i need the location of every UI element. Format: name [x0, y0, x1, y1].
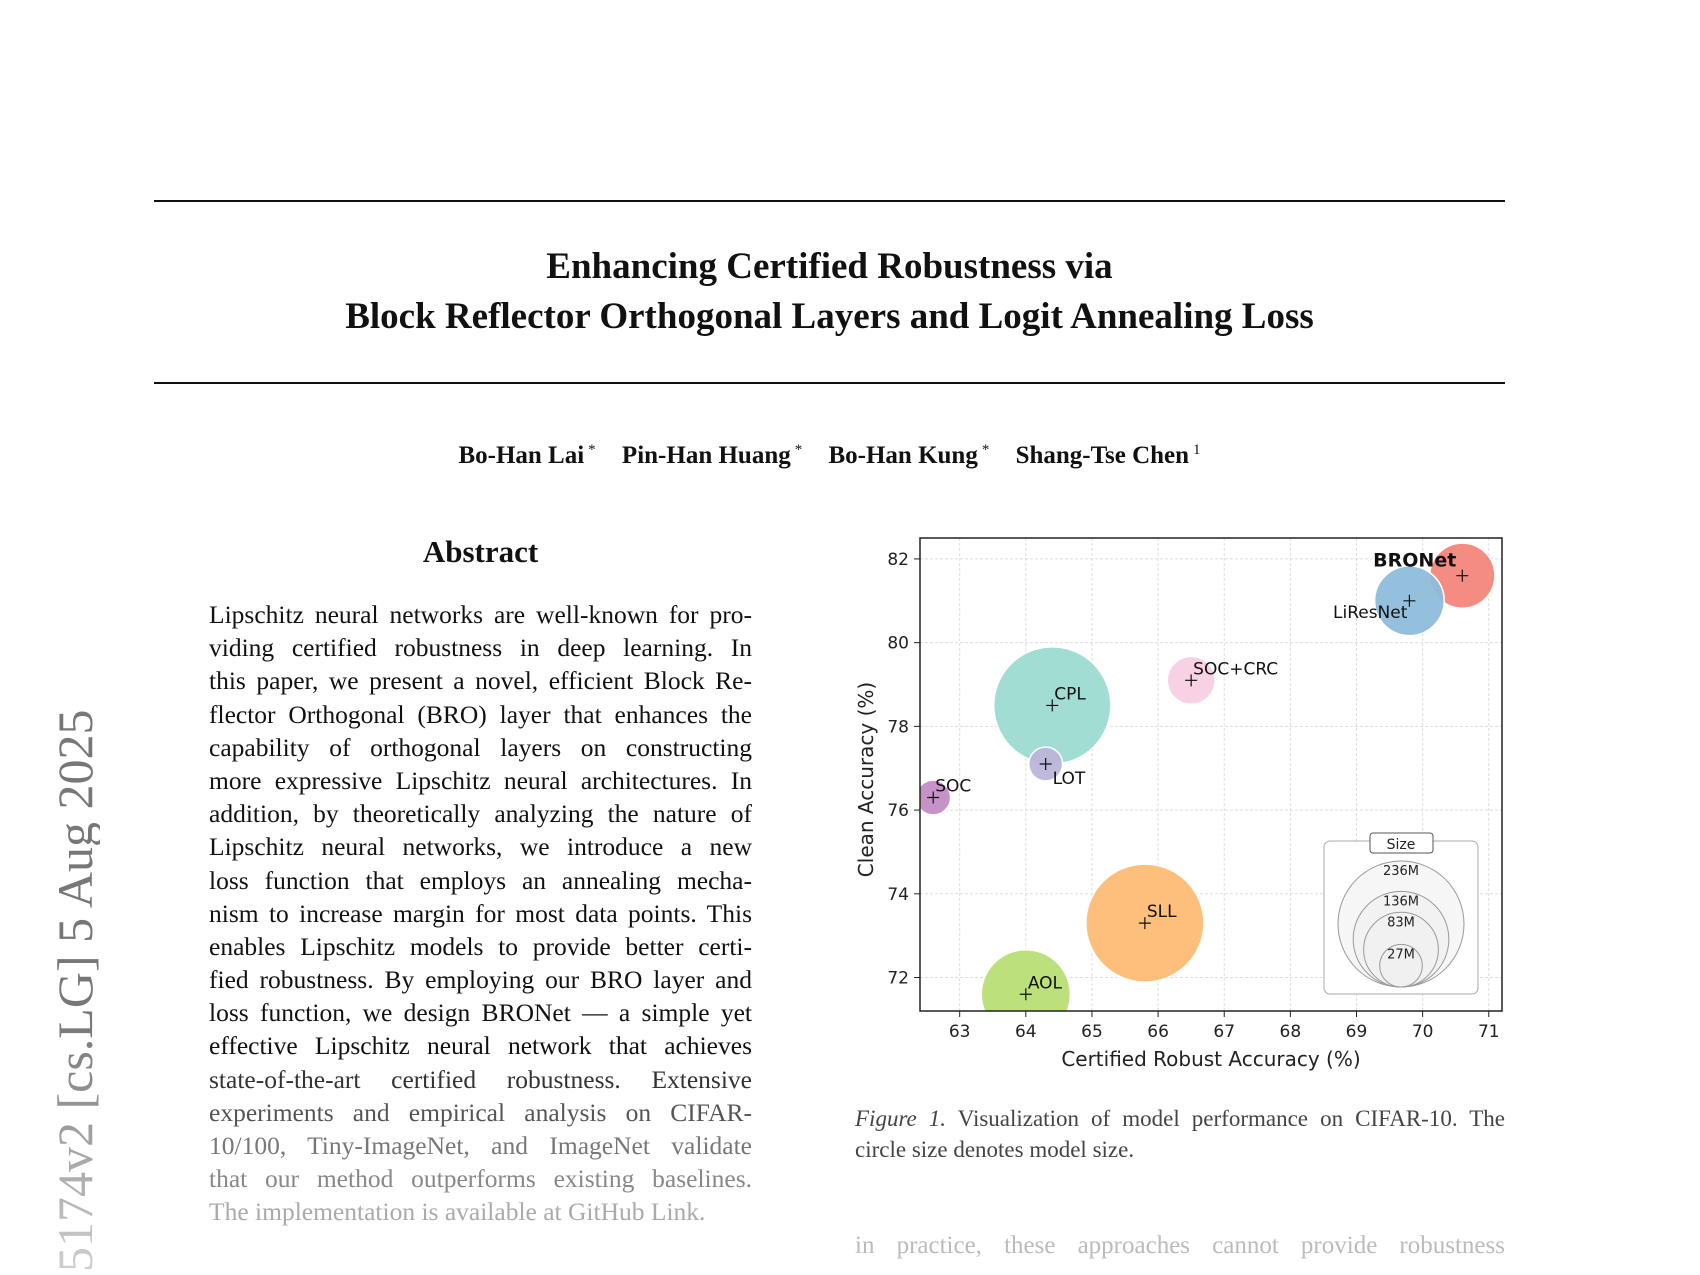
y-tick-label: 78 — [887, 717, 909, 737]
y-tick-label: 74 — [887, 885, 909, 905]
abstract-line: 10/100, Tiny-ImageNet, and ImageNet vali… — [209, 1131, 752, 1160]
y-tick-label: 82 — [887, 550, 909, 570]
point-marker — [1039, 758, 1052, 771]
top-rule — [154, 200, 1505, 202]
x-axis-label: Certified Robust Accuracy (%) — [1061, 1047, 1360, 1071]
point-label: LOT — [1053, 769, 1086, 789]
x-tick-label: 64 — [1015, 1022, 1037, 1042]
point-marker — [1403, 594, 1416, 607]
caption-label: Figure 1. — [855, 1106, 947, 1131]
abstract-line: viding certified robustness in deep lear… — [209, 633, 752, 663]
x-tick-label: 69 — [1346, 1022, 1368, 1042]
figure-caption: Figure 1. Visualization of model perform… — [855, 1103, 1505, 1165]
author-name: Pin-Han Huang — [621, 442, 791, 470]
title-line-2: Block Reflector Orthogonal Layers and Lo… — [345, 296, 1314, 337]
size-legend-title: Size — [1387, 837, 1416, 853]
abstract-line: enables Lipschitz models to provide bett… — [209, 931, 752, 961]
plot-frame — [919, 537, 1503, 1012]
size-legend-label: 27M — [1387, 947, 1415, 962]
affiliation-mark: * — [794, 442, 803, 458]
caption-text: Visualization of model performance on CI… — [855, 1106, 1505, 1162]
abstract-line: capability of orthogonal layers on const… — [209, 732, 752, 762]
point-label: AOL — [1028, 973, 1063, 993]
abstract-body: Lipschitz neural networks are well-known… — [209, 598, 752, 1229]
paper-title: Enhancing Certified Robustness via Block… — [154, 242, 1505, 342]
size-legend-title-box — [1369, 832, 1434, 854]
bottom-rule — [154, 382, 1505, 384]
author: Bo-Han Kung * — [828, 442, 989, 469]
body-text-partial: in practice, these approaches cannot pro… — [855, 1232, 1505, 1259]
author-list: Bo-Han Lai * Pin-Han Huang * Bo-Han Kung * … — [154, 442, 1505, 470]
size-legend-label: 236M — [1383, 864, 1419, 879]
size-legend-label: 136M — [1383, 894, 1419, 909]
author: Bo-Han Lai * — [458, 442, 595, 469]
title-line-1: Enhancing Certified Robustness via — [546, 246, 1113, 287]
abstract-line: The implementation is available at GitHu… — [209, 1197, 706, 1227]
author: Pin-Han Huang * — [622, 442, 802, 469]
author-name: Shang-Tse Chen — [1015, 442, 1190, 470]
x-tick-label: 65 — [1081, 1022, 1103, 1042]
y-tick-label: 80 — [887, 634, 909, 654]
point-label: BRONet — [1373, 550, 1456, 572]
point-label: SOC — [935, 777, 971, 797]
abstract-line: loss function that employs an annealing … — [209, 865, 752, 895]
x-tick-label: 70 — [1412, 1022, 1434, 1042]
point-marker — [1138, 917, 1151, 930]
abstract-line: nism to increase margin for most data po… — [209, 898, 752, 928]
point-marker — [927, 791, 940, 804]
affiliation-mark: 1 — [1193, 442, 1201, 458]
point-marker — [1185, 674, 1198, 687]
y-tick-label: 76 — [887, 801, 909, 821]
abstract-line: that our method outperforms existing bas… — [209, 1164, 752, 1194]
y-axis-label: Clean Accuracy (%) — [854, 682, 878, 877]
abstract-line: addition, by theoretically analyzing the… — [209, 799, 752, 829]
author-name: Bo-Han Kung — [828, 442, 978, 470]
abstract-line: state-of-the-art certified robustness. E… — [209, 1064, 752, 1094]
x-tick-label: 63 — [949, 1022, 971, 1042]
abstract-heading: Abstract — [422, 534, 539, 569]
point-marker — [1046, 699, 1059, 712]
affiliation-mark: * — [981, 442, 990, 458]
x-tick-label: 71 — [1478, 1022, 1500, 1042]
size-legend-circle — [1379, 943, 1423, 988]
abstract-line: more expressive Lipschitz neural archite… — [209, 765, 752, 795]
x-tick-label: 67 — [1213, 1022, 1235, 1042]
abstract-line: Lipschitz neural networks are well-known… — [209, 600, 752, 629]
point-label: SOC+CRC — [1193, 659, 1278, 679]
bubble-aol — [980, 948, 1072, 1011]
abstract-line: experiments and empirical analysis on CI… — [209, 1097, 752, 1127]
point-marker — [1019, 988, 1032, 1001]
x-tick-label: 66 — [1147, 1022, 1169, 1042]
abstract-line: effective Lipschitz neural network that … — [209, 1031, 752, 1061]
abstract-line: this paper, we present a novel, efficien… — [209, 666, 752, 696]
affiliation-mark: * — [588, 442, 596, 458]
point-label: CPL — [1054, 684, 1086, 704]
x-tick-label: 68 — [1280, 1022, 1302, 1042]
author-name: Bo-Han Lai — [458, 442, 585, 470]
size-legend-label: 83M — [1387, 915, 1415, 930]
y-tick-label: 72 — [887, 969, 909, 989]
author: Shang-Tse Chen 1 — [1016, 442, 1201, 469]
abstract-line: fied robustness. By employing our BRO la… — [209, 965, 752, 995]
abstract-line: Lipschitz neural networks, we introduce … — [209, 832, 752, 862]
point-marker — [1456, 569, 1469, 582]
point-label: SLL — [1147, 902, 1177, 922]
abstract-line: flector Orthogonal (BRO) layer that enha… — [209, 699, 752, 729]
point-label: LiResNet — [1333, 603, 1408, 623]
abstract-line: loss function, we design BRONet — a simp… — [209, 998, 752, 1028]
